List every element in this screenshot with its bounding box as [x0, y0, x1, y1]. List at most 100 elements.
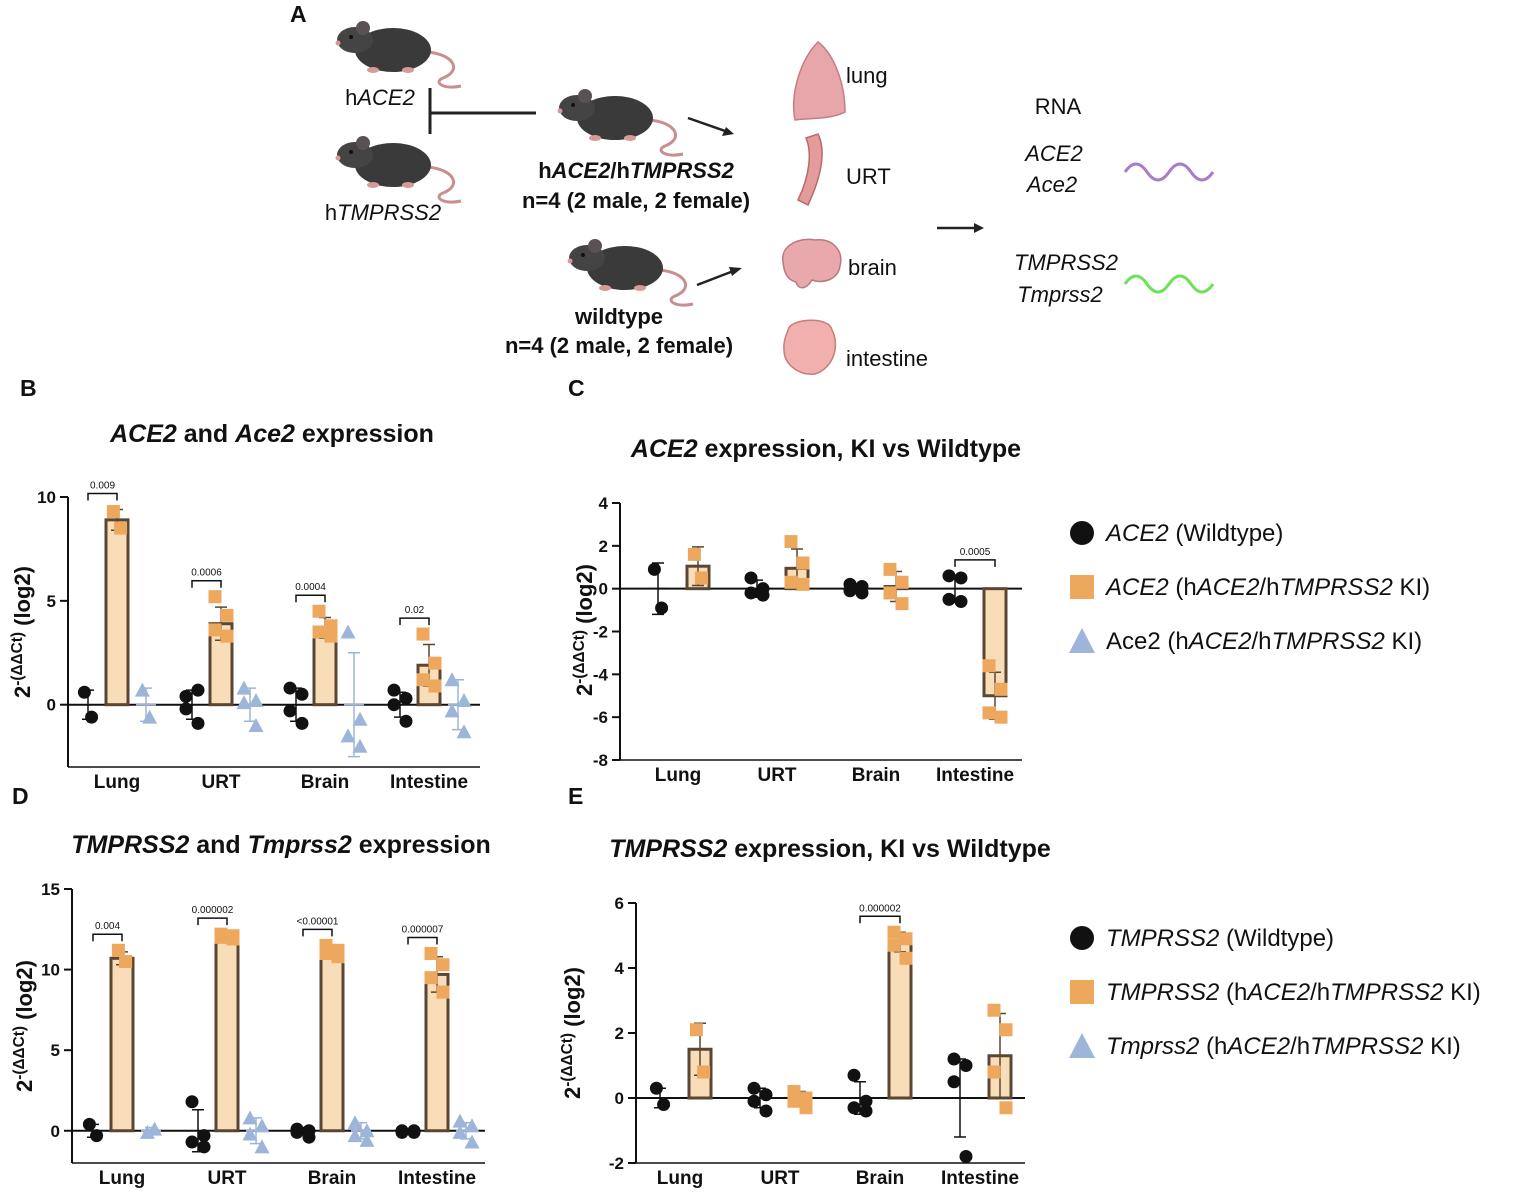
- text-part: (Wildtype): [1219, 925, 1334, 952]
- x-tick-label: Lung: [657, 1168, 703, 1189]
- point: [649, 1081, 663, 1095]
- x-tick-label: URT: [760, 1168, 799, 1189]
- text-part: (h: [1199, 1033, 1227, 1060]
- arrow: [687, 116, 729, 134]
- chart-title: ACE2 expression, KI vs Wildtype: [630, 435, 1021, 463]
- mouse-icon: [335, 136, 462, 204]
- x-tick-label: Lung: [94, 772, 140, 793]
- point: [747, 1081, 761, 1095]
- point: [994, 710, 1008, 724]
- point: [416, 673, 430, 687]
- text-part: ACE2: [355, 85, 414, 110]
- text-part: h: [345, 85, 357, 110]
- mouse-nose: [567, 258, 573, 264]
- y-tick-label: 6: [615, 894, 624, 913]
- point: [456, 724, 472, 739]
- point: [319, 946, 333, 960]
- p-value: 0.0006: [191, 568, 222, 579]
- point: [85, 710, 99, 724]
- mouse-foot: [634, 285, 646, 291]
- point: [407, 1125, 421, 1139]
- wildtype-n: n=4 (2 male, 2 female): [505, 333, 733, 358]
- point: [855, 586, 869, 600]
- y-tick-label: 0: [615, 1089, 624, 1108]
- point: [428, 656, 442, 670]
- point: [464, 1118, 480, 1133]
- panel-label: B: [20, 375, 37, 401]
- point: [208, 590, 222, 604]
- x-tick-label: Lung: [99, 1168, 145, 1189]
- cross-n: n=4 (2 male, 2 female): [522, 188, 750, 213]
- p-value: 0.0005: [960, 547, 991, 558]
- gene-label: ACE2: [1023, 141, 1082, 166]
- mouse-foot: [402, 67, 414, 73]
- text-part: ACE2: [1104, 520, 1169, 547]
- text-part: expression, KI vs Wildtype: [727, 835, 1051, 863]
- point: [220, 629, 234, 643]
- point: [647, 562, 661, 576]
- point: [179, 702, 193, 716]
- x-tick-label: URT: [757, 765, 796, 786]
- legend-marker: [1070, 575, 1094, 599]
- chart: ACE2 expression, KI vs Wildtype 2-(ΔΔCt) …: [571, 435, 1022, 786]
- panel-label: A: [290, 1, 307, 27]
- mouse-nose: [335, 40, 341, 46]
- point: [242, 1126, 258, 1141]
- y-tick-label: 5: [51, 1041, 60, 1060]
- point: [987, 1003, 1001, 1017]
- text-part: TMPRSS2: [1271, 628, 1384, 655]
- y-tick-label: 5: [47, 592, 56, 611]
- point: [387, 698, 401, 712]
- legend-label: ACE2 (hACE2/hTMPRSS2 KI): [1104, 574, 1430, 601]
- legend-marker: [1070, 926, 1094, 950]
- point: [399, 691, 413, 705]
- y-tick-label: 4: [599, 494, 609, 513]
- point: [982, 706, 996, 720]
- point: [744, 586, 758, 600]
- strain-label: hTMPRSS2: [325, 200, 441, 225]
- point: [236, 680, 252, 695]
- mouse-body: [577, 96, 653, 140]
- text-part: 2: [560, 1087, 585, 1099]
- organ-label: lung: [846, 63, 888, 88]
- mouse-tail: [426, 165, 462, 204]
- mouse-foot: [367, 182, 379, 188]
- mouse-tail: [426, 50, 462, 89]
- point: [191, 683, 205, 697]
- mouse-eye: [349, 150, 353, 154]
- point: [954, 595, 968, 609]
- point: [695, 571, 709, 585]
- point: [77, 685, 91, 699]
- point: [895, 597, 909, 611]
- x-tick-label: Intestine: [941, 1168, 1019, 1189]
- p-value: 0.000007: [402, 924, 444, 935]
- mouse-body: [587, 246, 663, 290]
- organ-label: URT: [846, 164, 891, 189]
- point: [347, 1128, 363, 1143]
- legend-label: Tmprss2 (hACE2/hTMPRSS2 KI): [1106, 1033, 1461, 1060]
- panel-label: D: [12, 783, 29, 809]
- point: [444, 703, 460, 718]
- text-part: ACE2: [1104, 574, 1169, 601]
- urt-icon: [797, 133, 823, 207]
- point: [340, 624, 356, 639]
- text-part: h: [325, 200, 337, 225]
- point: [90, 1129, 104, 1143]
- point: [444, 672, 460, 687]
- p-bracket: [302, 928, 333, 937]
- text-part: 2: [10, 686, 35, 698]
- point: [312, 604, 326, 618]
- text-part: h: [538, 158, 551, 183]
- point: [283, 681, 297, 695]
- point: [324, 629, 338, 643]
- text-part: TMPRSS2: [630, 158, 735, 183]
- strain-label: hACE2: [345, 85, 415, 110]
- text-part: (Wildtype): [1169, 520, 1284, 547]
- point: [784, 575, 798, 589]
- point: [395, 1125, 409, 1139]
- text-part: /h: [1259, 574, 1279, 601]
- p-value: <0.00001: [297, 916, 339, 927]
- text-part: Tmprss2: [1106, 1033, 1199, 1060]
- mouse-icon: [557, 89, 684, 157]
- point: [248, 693, 264, 708]
